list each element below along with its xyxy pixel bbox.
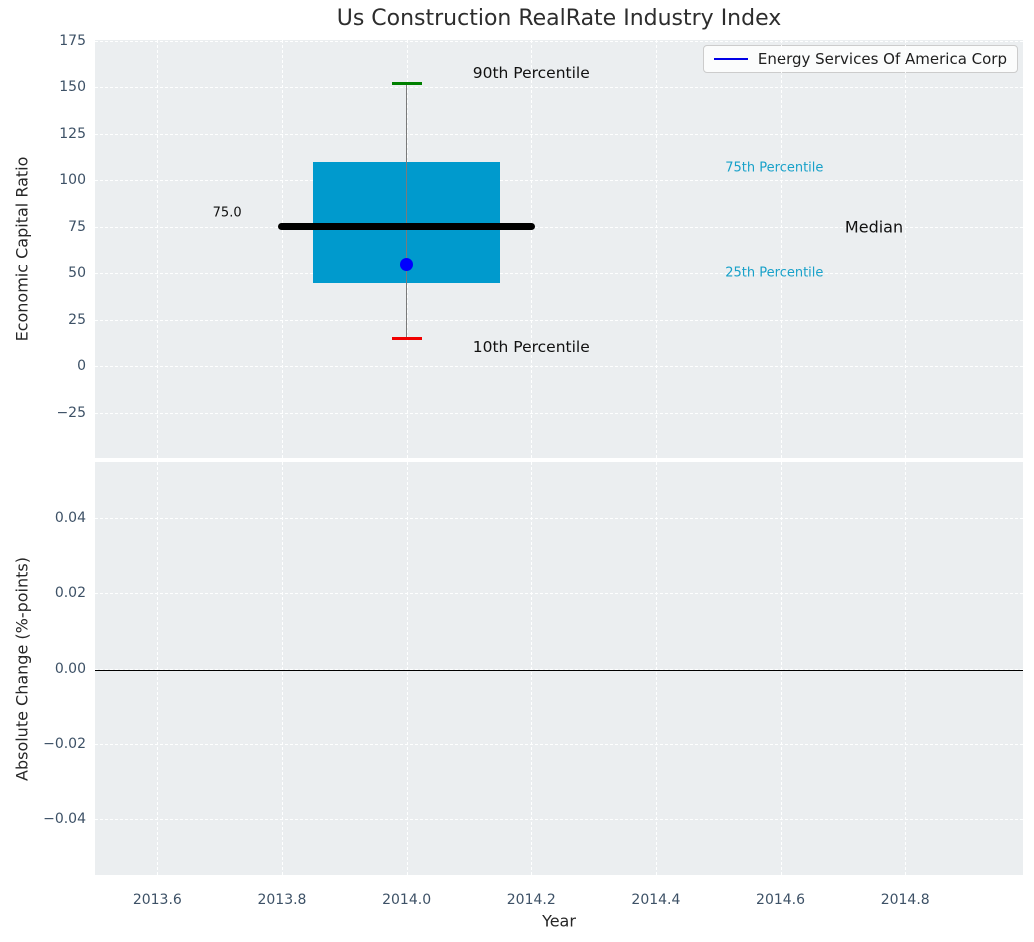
vertical-gridline — [281, 462, 283, 875]
annotation-90th-percentile: 90th Percentile — [472, 64, 590, 83]
x-axis-label: Year — [542, 911, 576, 931]
horizontal-gridline — [95, 40, 1023, 42]
horizontal-gridline — [95, 412, 1023, 414]
legend: Energy Services Of America Corp — [702, 45, 1018, 73]
bottom-plot-area — [95, 462, 1023, 875]
y-tick-label: 0.04 — [54, 510, 86, 527]
y-tick-label: 0 — [77, 358, 86, 375]
y-tick-label: 125 — [59, 125, 86, 142]
y-tick-label: −0.04 — [43, 810, 86, 827]
annotation-25th-percentile: 25th Percentile — [725, 265, 824, 281]
horizontal-gridline — [95, 366, 1023, 368]
top-plot-area: Energy Services Of America Corp 90th Per… — [95, 40, 1023, 458]
y-tick-label: 25 — [68, 311, 86, 328]
p90-cap — [391, 82, 422, 86]
vertical-gridline — [281, 40, 283, 458]
x-tick-label: 2014.4 — [631, 892, 681, 908]
annotation-median: Median — [844, 217, 904, 237]
horizontal-gridline — [95, 319, 1023, 321]
vertical-gridline — [655, 462, 657, 875]
x-tick-label: 2014.8 — [880, 892, 930, 908]
y-tick-label: 175 — [59, 32, 86, 49]
y-tick-label: −0.02 — [43, 735, 86, 752]
vertical-gridline — [157, 40, 159, 458]
x-tick-label: 2013.6 — [132, 892, 182, 908]
x-tick-label: 2013.8 — [257, 892, 307, 908]
horizontal-gridline — [95, 87, 1023, 89]
x-tick-label: 2014.2 — [506, 892, 556, 908]
vertical-gridline — [905, 462, 907, 875]
horizontal-gridline — [95, 668, 1023, 670]
horizontal-gridline — [95, 133, 1023, 135]
x-tick-label: 2014.0 — [382, 892, 432, 908]
vertical-gridline — [531, 462, 533, 875]
annotation-75th-percentile: 75th Percentile — [725, 160, 824, 176]
horizontal-gridline — [95, 226, 1023, 228]
horizontal-gridline — [95, 518, 1023, 520]
horizontal-gridline — [95, 743, 1023, 745]
y-tick-label: 0.02 — [54, 585, 86, 602]
vertical-gridline — [655, 40, 657, 458]
vertical-gridline — [780, 462, 782, 875]
horizontal-gridline — [95, 818, 1023, 820]
p10-cap — [391, 336, 422, 341]
horizontal-gridline — [95, 273, 1023, 275]
x-tick-label: 2014.6 — [756, 892, 806, 908]
legend-line-swatch — [713, 58, 748, 60]
vertical-gridline — [905, 40, 907, 458]
y-tick-label: 100 — [59, 172, 86, 189]
zero-reference-line — [95, 669, 1023, 672]
y-tick-label: 75 — [68, 218, 86, 235]
whisker-line-over-box — [405, 161, 408, 283]
chart-title: Us Construction RealRate Industry Index — [336, 6, 782, 31]
annotation-75-0: 75.0 — [212, 205, 242, 221]
horizontal-gridline — [95, 180, 1023, 182]
y-tick-label: 0.00 — [54, 660, 86, 677]
legend-label: Energy Services Of America Corp — [757, 50, 1007, 68]
vertical-gridline — [157, 462, 159, 875]
median-line — [278, 223, 535, 231]
vertical-gridline — [531, 40, 533, 458]
vertical-gridline — [406, 462, 408, 875]
annotation-10th-percentile: 10th Percentile — [472, 337, 590, 356]
vertical-gridline — [780, 40, 782, 458]
y-tick-label: 50 — [68, 265, 86, 282]
y-tick-label: −25 — [56, 404, 86, 421]
y-tick-label: 150 — [59, 79, 86, 96]
horizontal-gridline — [95, 593, 1023, 595]
company-data-point — [400, 257, 414, 271]
